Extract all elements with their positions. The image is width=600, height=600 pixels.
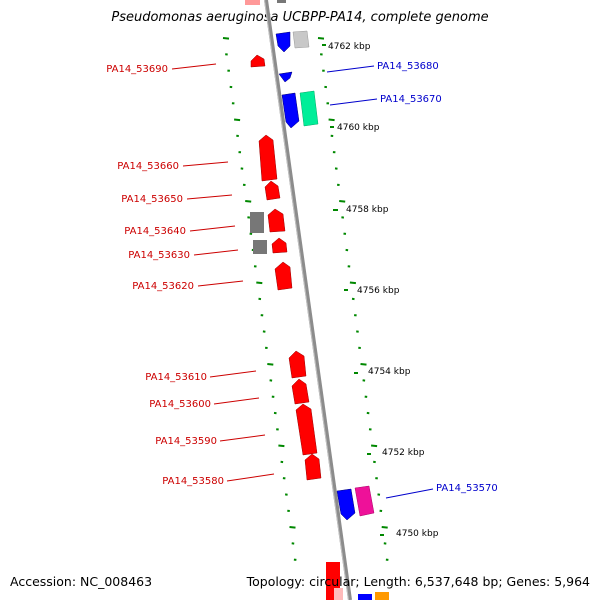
tick-mark	[245, 200, 252, 203]
leader-line	[326, 65, 375, 73]
genome-summary-text: Topology: circular; Length: 6,537,648 bp…	[246, 574, 590, 589]
gene-label[interactable]: PA14_53620	[132, 281, 194, 292]
gene-label[interactable]: PA14_53600	[149, 399, 211, 410]
gene-label[interactable]: PA14_53630	[128, 250, 190, 261]
gene-label[interactable]: PA14_53570	[436, 483, 498, 494]
gene-feature[interactable]	[258, 134, 278, 182]
leader-line	[186, 194, 233, 200]
scale-label: 4752 kbp	[382, 448, 425, 458]
gene-feature[interactable]	[292, 30, 310, 49]
gene-label[interactable]: PA14_53680	[377, 61, 439, 72]
scale-labels: 4762 kbp 4760 kbp 4758 kbp 4756 kbp 4754…	[322, 42, 439, 539]
leader-line	[219, 434, 266, 442]
map-title: Pseudomonas aeruginosa UCBPP-PA14, compl…	[111, 10, 489, 25]
gene-feature[interactable]	[291, 378, 310, 405]
gene-feature[interactable]	[278, 71, 293, 83]
gene-label[interactable]: PA14_53660	[117, 161, 179, 172]
gene-feature[interactable]	[250, 212, 264, 233]
gene-feature[interactable]	[274, 261, 293, 291]
scale-label: 4750 kbp	[396, 529, 439, 539]
accession-text: Accession: NC_008463	[10, 574, 153, 589]
tick-mark	[222, 37, 230, 40]
leader-line	[171, 63, 217, 70]
gene-feature[interactable]	[336, 488, 356, 521]
gene-feature[interactable]	[281, 92, 300, 129]
scale-label: 4754 kbp	[368, 367, 411, 377]
tick-mark	[278, 444, 285, 448]
tick-mark	[256, 281, 263, 285]
gene-label[interactable]: PA14_53650	[121, 194, 183, 205]
gene-label[interactable]: PA14_53640	[124, 226, 186, 237]
right-leader-lines	[326, 65, 434, 499]
gene-feature[interactable]	[354, 485, 375, 517]
gene-feature[interactable]	[295, 403, 318, 456]
gene-label[interactable]: PA14_53670	[380, 94, 442, 105]
tick-mark	[234, 118, 241, 122]
tick-mark	[371, 444, 378, 448]
tick-mark	[360, 363, 367, 366]
genome-backbone-highlight	[264, 0, 349, 600]
gene-feature[interactable]	[299, 90, 319, 127]
tick-ring-right	[317, 37, 389, 561]
tick-mark	[339, 200, 346, 203]
gene-label[interactable]: PA14_53580	[162, 476, 224, 487]
right-gene-labels: PA14_53680 PA14_53670 PA14_53570	[377, 61, 498, 494]
gene-feature[interactable]	[288, 350, 307, 379]
gene-label[interactable]: PA14_53690	[106, 64, 168, 75]
gene-feature[interactable]	[304, 453, 322, 481]
left-leader-lines	[171, 63, 275, 482]
leader-line	[226, 473, 275, 482]
gene-label[interactable]: PA14_53610	[145, 372, 207, 383]
gene-feature[interactable]	[358, 594, 372, 600]
tick-mark	[381, 526, 388, 529]
leader-line	[209, 370, 257, 378]
tick-mark	[317, 37, 325, 40]
left-gene-labels: PA14_53690 PA14_53660 PA14_53650 PA14_53…	[106, 64, 224, 487]
tick-ring-left	[222, 37, 297, 561]
gene-feature[interactable]	[267, 208, 286, 233]
gene-feature[interactable]	[375, 592, 389, 600]
gene-feature[interactable]	[253, 240, 267, 254]
leader-line	[213, 397, 260, 405]
gene-feature[interactable]	[271, 237, 288, 254]
gene-feature[interactable]	[250, 54, 266, 68]
gene-feature[interactable]	[264, 180, 281, 201]
tick-mark	[349, 281, 356, 285]
gene-feature[interactable]	[245, 0, 260, 5]
scale-label: 4760 kbp	[337, 123, 380, 133]
leader-line	[189, 225, 236, 232]
tick-mark	[267, 363, 274, 366]
scale-label: 4762 kbp	[328, 42, 371, 52]
tick-mark	[328, 118, 335, 122]
gene-feature[interactable]	[277, 0, 286, 3]
scale-label: 4758 kbp	[346, 205, 389, 215]
gene-feature[interactable]	[334, 588, 343, 600]
tick-mark	[289, 526, 296, 529]
leader-line	[193, 249, 239, 256]
gene-feature[interactable]	[275, 31, 291, 53]
gene-label[interactable]: PA14_53590	[155, 436, 217, 447]
leader-line	[182, 161, 229, 167]
leader-line	[329, 98, 378, 106]
scale-label: 4756 kbp	[357, 286, 400, 296]
genome-backbone	[264, 0, 352, 600]
leader-line	[197, 280, 244, 287]
leader-line	[385, 488, 434, 499]
